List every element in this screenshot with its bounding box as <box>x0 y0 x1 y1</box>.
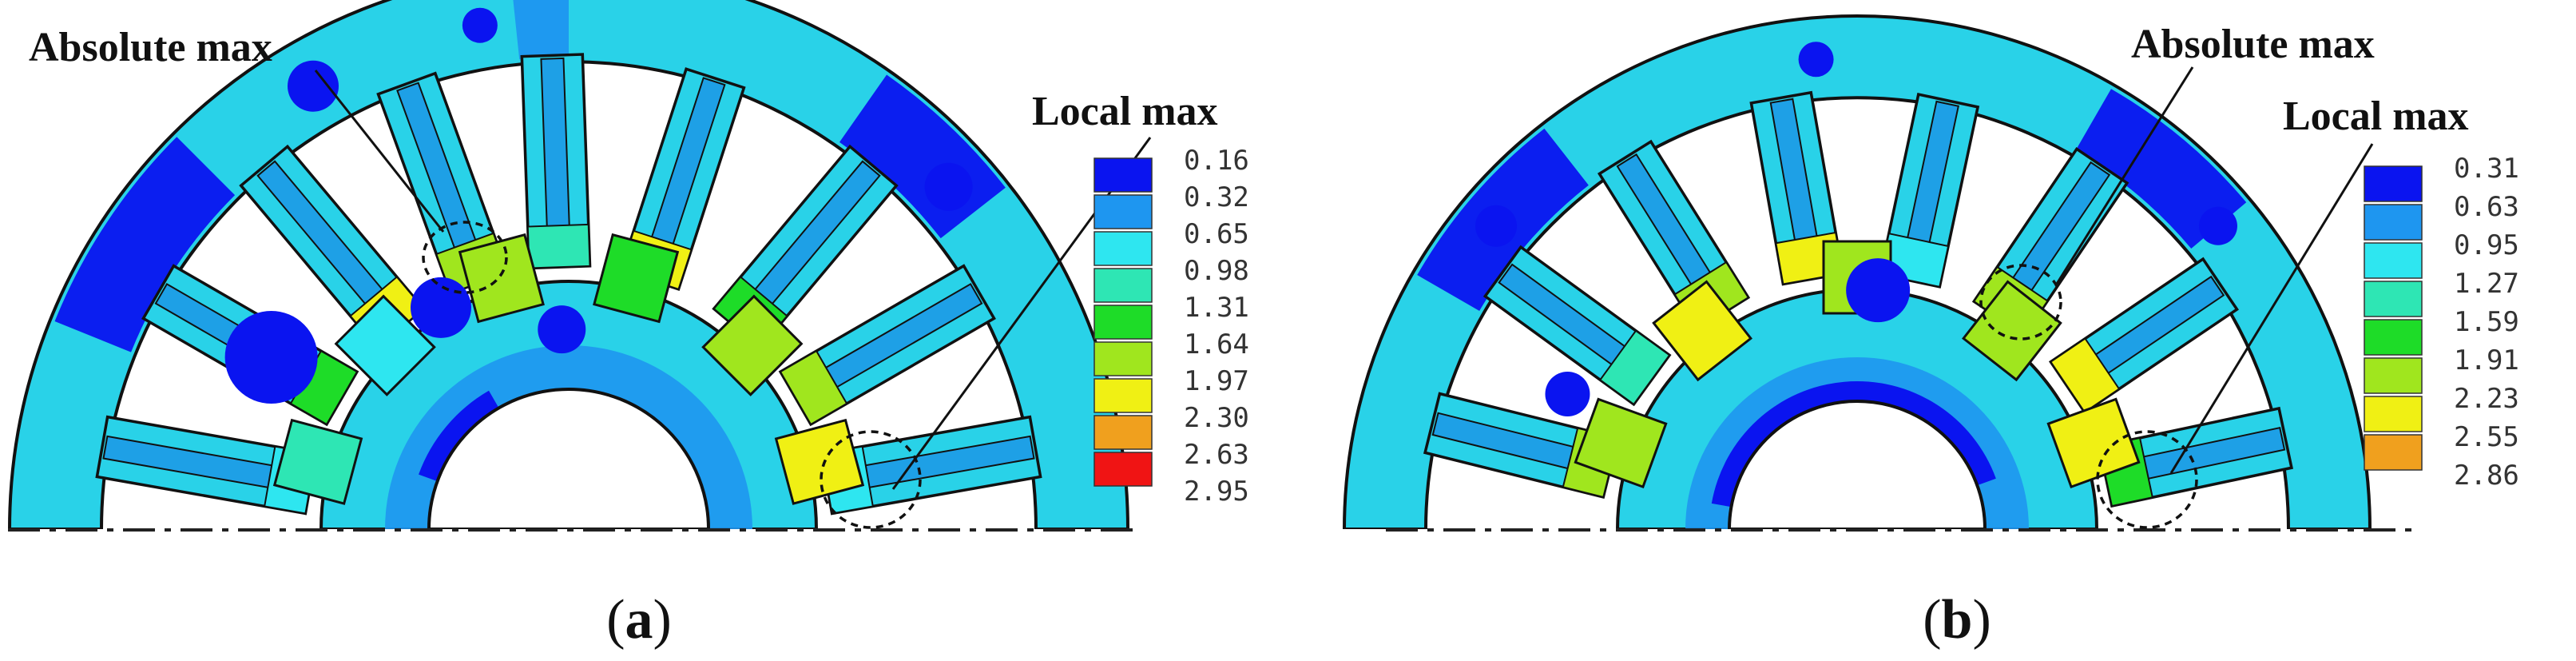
rotor-inner-blue <box>1711 380 1996 508</box>
absolute-max-label-b: Absolute max <box>2131 22 2375 67</box>
legend-tick-label: 1.31 <box>1184 292 1249 324</box>
absolute-max-marker-b <box>1979 264 2062 340</box>
stress-spot <box>411 277 471 338</box>
yoke-stress-patch <box>513 0 569 60</box>
panel-a: Absolute max Local max 0.16 0.32 0.65 0.98 1… <box>7 0 1249 651</box>
tooth-tip-stress <box>1598 329 1671 406</box>
motor-cross-section-b <box>1342 14 2372 529</box>
stress-spot <box>924 162 973 211</box>
legend-tick-label: 2.55 <box>2454 421 2519 453</box>
shaft-bore <box>427 388 711 529</box>
legend-swatch <box>1094 341 1153 376</box>
legend-tick-label: 0.31 <box>2454 153 2519 185</box>
legend-swatch <box>2364 434 2423 471</box>
stress-spot <box>462 7 498 43</box>
legend-swatch <box>1094 452 1153 487</box>
color-legend-b: 0.31 0.63 0.95 1.27 1.59 1.91 2.23 2.55 2.86 <box>2364 153 2519 492</box>
legend-swatch <box>2364 319 2423 356</box>
legend-swatch <box>2364 204 2423 241</box>
rotor-tooth <box>1574 397 1668 489</box>
legend-tick-label: 1.27 <box>2454 268 2519 300</box>
stress-spot <box>1846 258 1911 323</box>
legend-tick-label: 2.86 <box>2454 460 2519 492</box>
rotor-inner-blue <box>419 390 499 482</box>
legend-tick-label: 2.30 <box>1184 402 1249 434</box>
legend-swatch <box>2364 281 2423 317</box>
rotor-inner-band <box>1685 357 2029 529</box>
legend-swatch <box>1094 194 1153 229</box>
legend-swatch <box>2364 396 2423 432</box>
legend-swatch <box>2364 165 2423 202</box>
absolute-max-marker-a <box>422 221 508 294</box>
legend-swatch <box>1094 268 1153 303</box>
legend-tick-label: 0.65 <box>1184 218 1249 250</box>
stress-spot <box>1475 205 1518 247</box>
legend-swatch <box>1094 305 1153 340</box>
caption-a: (a) <box>606 589 672 651</box>
yoke-stress-patch <box>2075 89 2247 249</box>
color-legend-a: 0.16 0.32 0.65 0.98 1.31 1.64 1.97 2.30 2.63 2.95 <box>1094 145 1249 508</box>
absolute-max-leader-a <box>314 70 445 233</box>
rotor-tooth <box>334 294 436 396</box>
rotor-tooth <box>1652 280 1752 382</box>
local-max-marker-b <box>2096 430 2198 529</box>
caption-b: (b) <box>1923 589 1991 651</box>
local-max-marker-a <box>820 430 922 529</box>
tooth-tip-stress <box>2049 337 2121 414</box>
tooth-tip-stress <box>779 349 848 426</box>
legend-swatch <box>1094 231 1153 266</box>
legend-tick-label: 0.63 <box>2454 191 2519 223</box>
panel-b: Absolute max Local max 0.31 0.63 0.95 1.27 1… <box>1342 14 2519 651</box>
absolute-max-label-a: Absolute max <box>29 25 272 70</box>
rotor-tooth <box>1962 280 2062 382</box>
legend-swatch <box>1094 378 1153 413</box>
stress-spot <box>224 311 318 404</box>
tooth-tip-stress <box>289 349 359 426</box>
legend-tick-label: 2.95 <box>1184 476 1249 508</box>
rotor-inner-band <box>385 345 752 529</box>
shaft-bore <box>1727 400 1987 529</box>
rotor-tooth <box>701 294 804 396</box>
motor-cross-section-a <box>7 0 1130 529</box>
legend-tick-label: 2.63 <box>1184 439 1249 471</box>
legend-tick-label: 1.64 <box>1184 329 1249 360</box>
rotor-tooth <box>2046 397 2141 489</box>
rotor-tooth <box>458 233 545 324</box>
legend-swatch <box>2364 357 2423 394</box>
legend-tick-label: 0.32 <box>1184 181 1249 213</box>
stress-spot <box>288 60 339 112</box>
stress-spot <box>538 305 586 354</box>
legend-swatch <box>2364 242 2423 279</box>
stress-spot <box>1798 42 1834 78</box>
rotor-tooth <box>593 233 680 324</box>
legend-swatch <box>1094 415 1153 450</box>
stress-spot <box>1545 371 1590 416</box>
legend-tick-label: 1.59 <box>2454 306 2519 338</box>
legend-tick-label: 0.98 <box>1184 255 1249 287</box>
local-max-label-b: Local max <box>2283 94 2469 139</box>
tooth-tip-stress <box>526 223 591 269</box>
legend-tick-label: 1.91 <box>2454 344 2519 376</box>
legend-tick-label: 1.97 <box>1184 365 1249 397</box>
yoke-stress-patch <box>54 137 236 352</box>
legend-swatch <box>1094 157 1153 193</box>
local-max-label-a: Local max <box>1032 89 1218 134</box>
legend-tick-label: 2.23 <box>2454 383 2519 415</box>
rotor-tooth <box>272 418 363 505</box>
legend-tick-label: 0.95 <box>2454 229 2519 261</box>
legend-tick-label: 0.16 <box>1184 145 1249 177</box>
stress-spot <box>2198 206 2237 245</box>
local-max-leader-b <box>2169 143 2374 474</box>
absolute-max-leader-b <box>2055 66 2194 285</box>
